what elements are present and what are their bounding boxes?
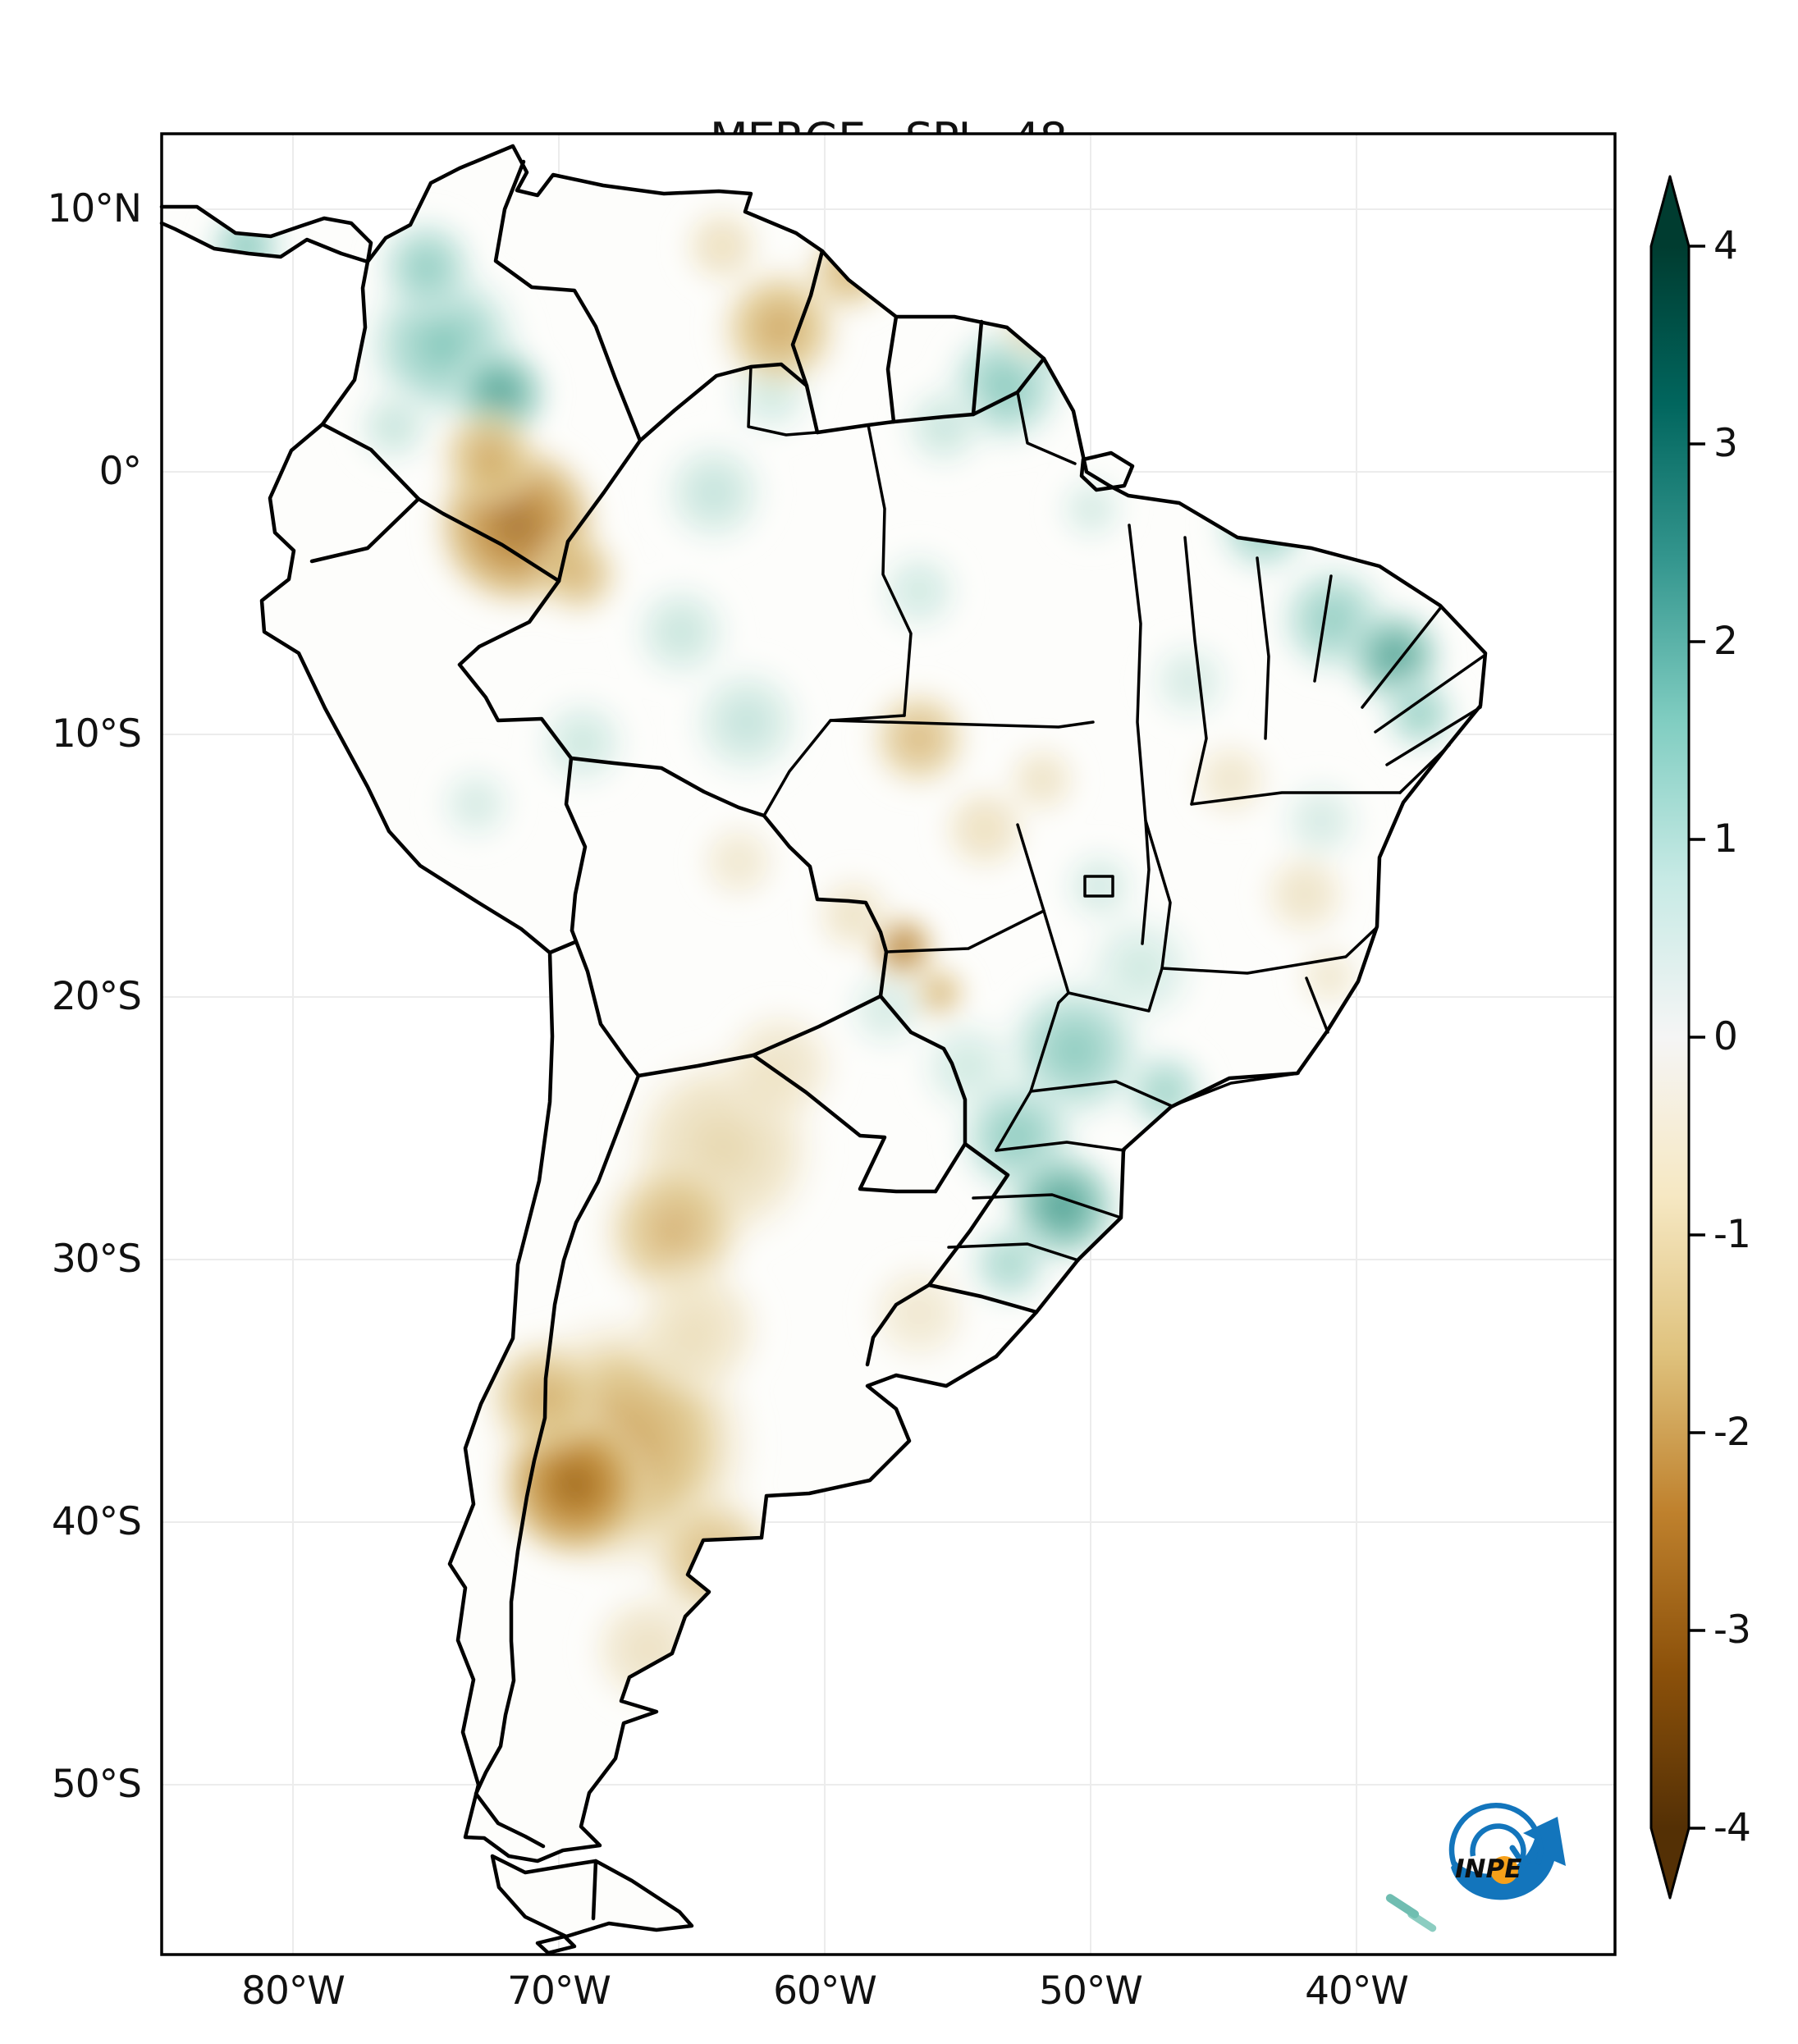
inpe-outer-swirl-icon xyxy=(1448,1803,1544,1866)
inpe-down-arrowhead-icon xyxy=(1509,1845,1540,1868)
map-frame xyxy=(160,132,1617,1956)
country-borders xyxy=(309,159,1046,1921)
lon-tick-50w: 50°W xyxy=(1039,1969,1143,2014)
colorbar-extend-min-triangle xyxy=(1651,1828,1689,1898)
inpe-logo: INPE xyxy=(1448,1803,1566,1900)
colorbar-label-1: 1 xyxy=(1713,816,1738,862)
lon-tick-40w: 40°W xyxy=(1305,1969,1409,2014)
colorbar-label-3: 3 xyxy=(1713,421,1738,466)
lat-tick-10n: 10°N xyxy=(47,186,142,231)
lat-tick-50s: 50°S xyxy=(51,1762,142,1807)
colorbar-gradient xyxy=(1651,246,1689,1828)
colorbar-label-m1: -1 xyxy=(1713,1212,1751,1257)
lon-tick-60w: 60°W xyxy=(773,1969,877,2014)
lat-tick-0: 0° xyxy=(98,449,142,494)
colorbar-label-4: 4 xyxy=(1713,223,1738,268)
colorbar-label-0: 0 xyxy=(1713,1014,1738,1059)
state-borders xyxy=(747,365,1487,1262)
colorbar-extend-max-triangle xyxy=(1651,176,1689,246)
colorbar-label-m2: -2 xyxy=(1713,1410,1751,1455)
lat-tick-40s: 40°S xyxy=(51,1499,142,1544)
colorbar-label-m4: -4 xyxy=(1713,1805,1751,1850)
lat-tick-10s: 10°S xyxy=(51,711,142,757)
coastline xyxy=(159,144,1488,1955)
inpe-logo-text: INPE xyxy=(1455,1854,1521,1884)
colorbar-label-2: 2 xyxy=(1713,619,1738,664)
colorbar xyxy=(1649,175,1705,1900)
colorbar-label-m3: -3 xyxy=(1713,1607,1751,1653)
ocean-anomaly-streak xyxy=(1385,1894,1437,1932)
lon-tick-70w: 70°W xyxy=(507,1969,611,2014)
lat-tick-20s: 20°S xyxy=(51,974,142,1019)
lat-tick-30s: 30°S xyxy=(51,1237,142,1282)
inpe-sun-icon xyxy=(1490,1856,1518,1884)
colorbar-ticks xyxy=(1689,245,1705,1830)
lon-tick-80w: 80°W xyxy=(241,1969,345,2014)
inpe-inner-swirl-icon xyxy=(1470,1823,1526,1860)
